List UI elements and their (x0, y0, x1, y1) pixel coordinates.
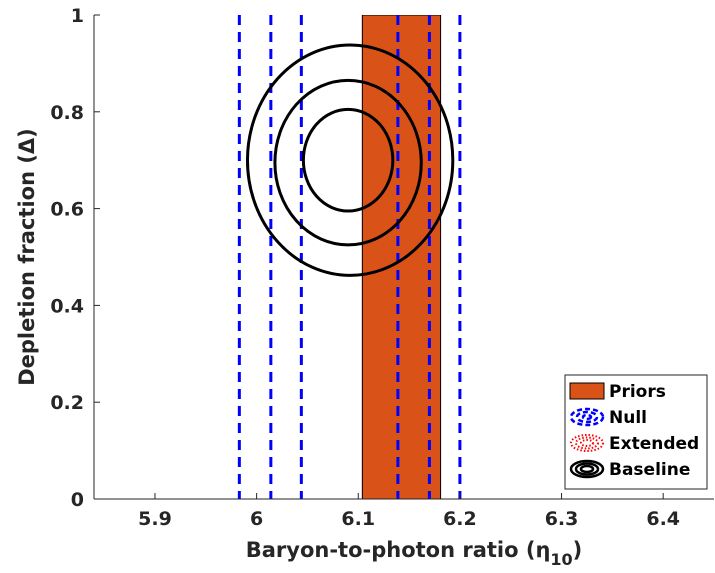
legend: Priors Null Extended Baseline (564, 374, 708, 490)
x-tick-label: 6 (250, 508, 263, 530)
y-tick-label: 0.4 (50, 295, 84, 317)
baseline-contour-1 (301, 107, 395, 213)
legend-swatch-extended (570, 434, 604, 452)
axes: 5.9 6 6.1 6.2 6.3 6.4 0 0.2 0.4 0.6 0.8 1 Baryon-to-… (15, 5, 714, 569)
y-tick-label: 1 (71, 5, 84, 27)
legend-swatch-baseline (579, 464, 595, 474)
legend-label: Baseline (609, 460, 690, 480)
x-tick-label: 6.1 (341, 508, 375, 530)
legend-label: Priors (609, 382, 666, 402)
y-tick-label: 0.6 (50, 199, 84, 221)
legend-swatch-null (569, 407, 605, 427)
baseline-contour-2 (273, 78, 423, 247)
plot-area (237, 15, 462, 499)
x-tick-label: 6.2 (443, 508, 477, 530)
x-tick-label: 6.3 (545, 508, 579, 530)
x-tick-label: 5.9 (138, 508, 172, 530)
legend-swatch-baseline (574, 462, 600, 476)
y-axis-label: Depletion fraction (Δ) (15, 128, 39, 386)
legend-swatch-null (581, 413, 593, 421)
legend-swatch-priors (569, 382, 605, 400)
legend-label: Null (609, 408, 647, 428)
legend-swatch-null (575, 410, 599, 424)
legend-swatch-extended (580, 439, 594, 447)
y-tick-label: 0.2 (50, 392, 84, 414)
legend-label: Extended (609, 434, 699, 454)
legend-swatch-baseline (569, 459, 605, 479)
y-tick-label: 0.8 (50, 102, 84, 124)
y-tick-label: 0 (71, 489, 84, 511)
priors-band (361, 15, 442, 499)
x-tick-label: 6.4 (646, 508, 680, 530)
legend-swatch-extended (575, 436, 599, 450)
x-axis-label: Baryon-to-photon ratio (η10) (246, 538, 583, 569)
baseline-contour-3 (245, 43, 455, 277)
